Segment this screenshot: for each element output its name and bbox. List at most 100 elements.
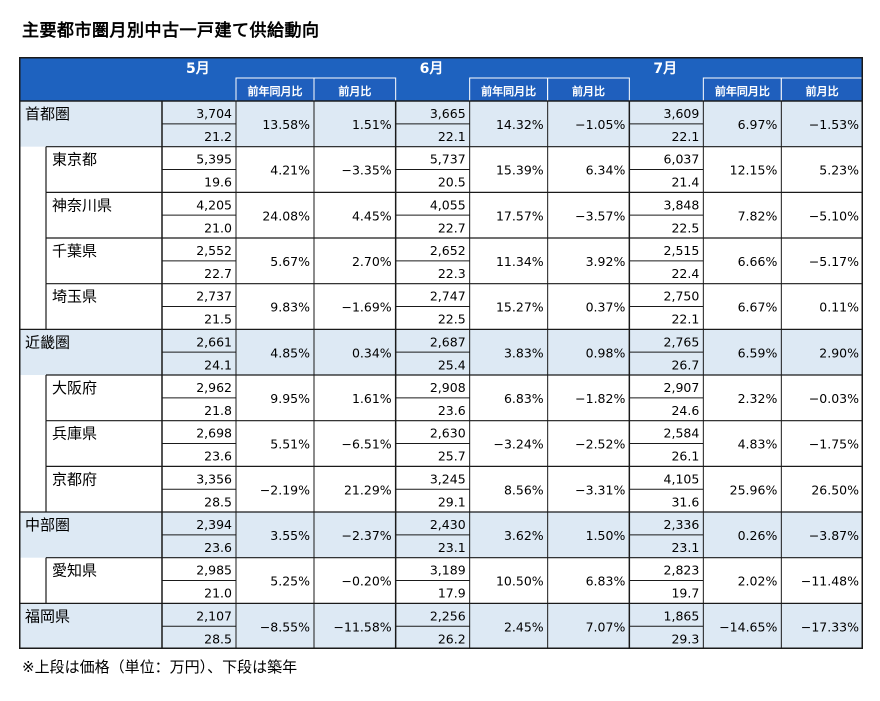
prefecture-name: 兵庫県 [52, 425, 97, 443]
age-value: 29.1 [438, 494, 466, 509]
age-value: 22.1 [671, 312, 699, 327]
yoy-value: 6.67% [738, 300, 778, 315]
yoy-value: 6.66% [738, 254, 778, 269]
price-value: 2,698 [196, 426, 232, 441]
yoy-value: 3.83% [504, 345, 544, 360]
mom-value: −1.75% [809, 437, 859, 452]
yoy-value: 14.32% [496, 117, 544, 132]
mom-value: −0.20% [341, 574, 391, 589]
price-value: 2,652 [430, 243, 466, 258]
mom-value: 0.37% [586, 300, 626, 315]
prefecture-name: 埼玉県 [52, 288, 97, 306]
price-value: 2,908 [430, 380, 466, 395]
yoy-value: 8.56% [504, 482, 544, 497]
price-value: 2,687 [430, 334, 466, 349]
mom-value: 1.61% [352, 391, 392, 406]
prefecture-cell-bg [46, 238, 162, 284]
price-value: 1,865 [664, 608, 700, 623]
yoy-value: 9.83% [270, 300, 310, 315]
region-cell-bg [19, 101, 162, 147]
prefecture-name: 神奈川県 [52, 196, 112, 214]
page-title: 主要都市圏月別中古一戸建て供給動向 [22, 21, 320, 41]
prefecture-name: 京都府 [52, 470, 97, 488]
yoy-value: 2.32% [738, 391, 778, 406]
prefecture-cell-bg [46, 146, 162, 193]
mom-value: −1.05% [575, 117, 625, 132]
mom-header-label: 前月比 [572, 84, 605, 98]
yoy-value: 4.21% [270, 163, 310, 178]
price-value: 2,336 [664, 517, 700, 532]
age-value: 28.5 [204, 631, 232, 646]
yoy-value: 12.15% [730, 163, 778, 178]
age-value: 26.1 [671, 449, 699, 464]
yoy-value: 7.82% [738, 208, 778, 223]
mom-value: 1.50% [586, 528, 626, 543]
mom-value: 5.23% [819, 163, 859, 178]
yoy-value: −2.19% [260, 482, 310, 497]
price-value: 3,189 [430, 563, 466, 578]
price-value: 5,737 [430, 152, 466, 167]
region-name: 中部圏 [25, 516, 70, 534]
yoy-value: 2.02% [738, 574, 778, 589]
age-value: 21.8 [204, 403, 232, 418]
yoy-value: −14.65% [719, 619, 777, 634]
yoy-value: 3.62% [504, 528, 544, 543]
region-name: 首都圏 [25, 105, 70, 123]
yoy-value: 6.97% [738, 117, 778, 132]
yoy-value: 13.58% [262, 117, 310, 132]
mom-value: −5.17% [809, 254, 859, 269]
yoy-value: 3.55% [270, 528, 310, 543]
price-value: 2,750 [664, 289, 700, 304]
age-value: 19.7 [671, 586, 699, 601]
prefecture-cell-bg [46, 466, 162, 513]
prefecture-name: 東京都 [52, 151, 97, 169]
yoy-value: 5.25% [270, 574, 310, 589]
month-header-3: 7月 [653, 61, 677, 77]
mom-value: −1.69% [341, 300, 391, 315]
age-value: 25.4 [438, 357, 466, 372]
mom-value: −3.35% [341, 163, 391, 178]
age-value: 23.1 [671, 540, 699, 555]
age-value: 24.1 [204, 357, 232, 372]
price-value: 3,609 [664, 106, 700, 121]
price-value: 3,245 [430, 471, 466, 486]
price-value: 2,661 [196, 334, 232, 349]
age-value: 22.4 [671, 266, 699, 281]
price-value: 5,395 [196, 152, 232, 167]
price-value: 2,584 [664, 426, 700, 441]
age-value: 23.6 [204, 540, 232, 555]
region-name: 近畿圏 [25, 333, 70, 351]
yoy-value: 15.27% [496, 300, 544, 315]
age-value: 23.1 [438, 540, 466, 555]
prefecture-name: 大阪府 [52, 379, 97, 397]
mom-value: −3.87% [809, 528, 859, 543]
price-value: 3,356 [196, 471, 232, 486]
age-value: 26.7 [671, 357, 699, 372]
price-value: 2,552 [196, 243, 232, 258]
yoy-value: 11.34% [496, 254, 544, 269]
mom-value: −5.10% [809, 208, 859, 223]
price-value: 2,823 [664, 563, 700, 578]
prefecture-cell-bg [46, 420, 162, 467]
mom-value: 4.45% [352, 208, 392, 223]
mom-value: −3.57% [575, 208, 625, 223]
prefecture-cell-bg [46, 283, 162, 330]
price-value: 6,037 [664, 152, 700, 167]
yoy-value: 9.95% [270, 391, 310, 406]
age-value: 21.4 [671, 175, 699, 190]
mom-value: 2.70% [352, 254, 392, 269]
age-value: 26.2 [438, 631, 466, 646]
price-value: 2,962 [196, 380, 232, 395]
yoy-value: 15.39% [496, 163, 544, 178]
prefecture-cell-bg [46, 375, 162, 421]
table-outer-border [19, 57, 863, 649]
price-value: 2,394 [196, 517, 232, 532]
mom-value: −3.31% [575, 482, 625, 497]
price-value: 2,256 [430, 608, 466, 623]
yoy-value: 6.59% [738, 345, 778, 360]
yoy-value: −8.55% [260, 619, 310, 634]
price-value: 4,205 [196, 197, 232, 212]
age-value: 22.5 [438, 312, 466, 327]
price-value: 2,107 [196, 608, 232, 623]
